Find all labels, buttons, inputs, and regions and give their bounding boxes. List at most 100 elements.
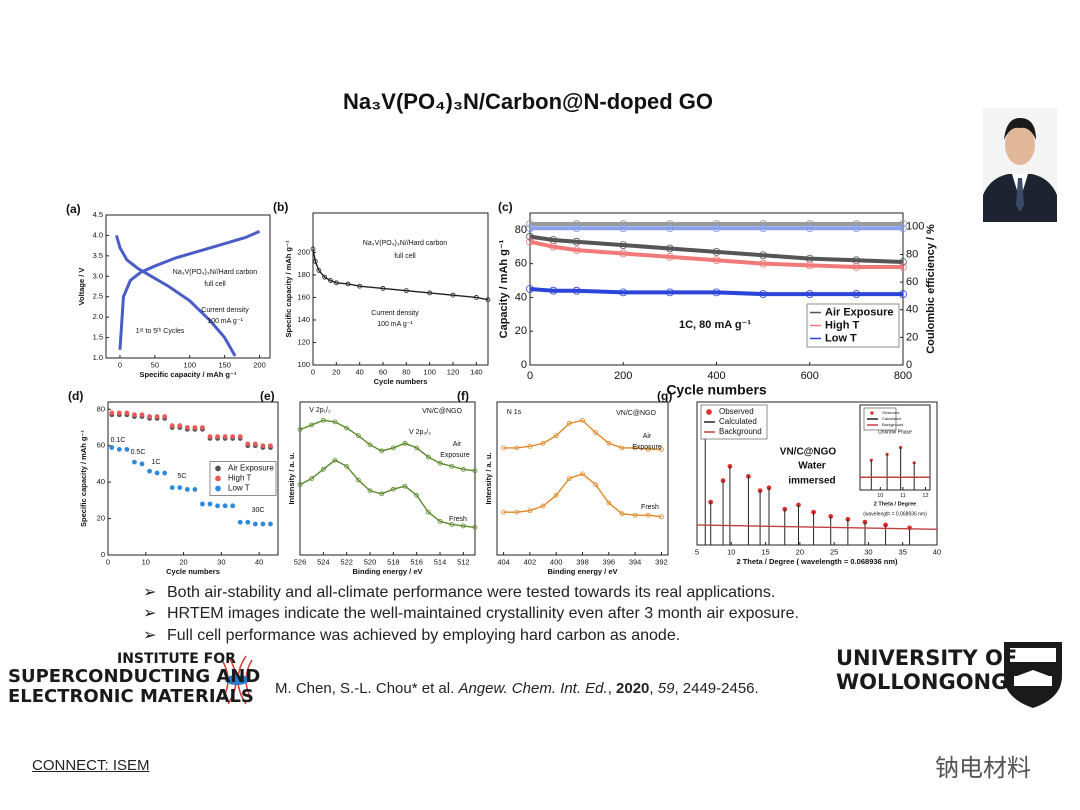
legend-swatch [215,465,221,472]
data-point [297,427,303,432]
data-point [593,430,599,436]
data-point [460,523,466,529]
data-point [526,285,534,293]
data-point [322,274,328,280]
data-point [540,503,546,509]
annotation: Exposure [440,452,470,459]
series-line [529,234,904,264]
annotation: Current density [201,307,249,314]
legend-swatch [215,485,221,492]
data-point [162,470,168,476]
data-point [619,241,628,249]
data-point [147,468,152,474]
x-tick-label: 20 [332,367,340,376]
data-point [309,476,315,481]
legend-label: Background [719,427,762,436]
series-line [529,287,903,297]
y-tick-label: 60 [515,258,527,270]
x-tick-label: 10 [877,493,883,499]
watermark: 钠电材料 [935,754,1031,782]
legend-box [806,303,900,348]
data-point [333,280,339,286]
x-tick-label: 522 [340,557,353,566]
data-point [665,224,674,233]
annotation: 30C [252,507,265,514]
data-point [116,410,122,416]
data-point [619,249,628,258]
annotation: Water [798,461,826,472]
uow-logo-line: UNIVERSITY OF [836,646,1018,670]
y2-tick-label: 20 [906,331,918,343]
data-point [473,295,479,300]
panel-label: (f) [457,389,469,403]
data-point [526,224,534,233]
annotation: Na₃V(PO₄)₃N//Hard carbon [173,269,258,276]
data-point [192,487,198,492]
data-point [310,246,316,252]
x-axis-label: Binding energy / eV [352,567,422,576]
data-point [309,422,315,428]
data-point [207,434,213,440]
bullet: Full cell performance was achieved by em… [143,625,680,645]
data-point [527,443,533,449]
plot-frame [299,401,476,556]
series-line [115,235,237,357]
legend-label: High T [825,319,859,331]
footer-link[interactable]: CONNECT: ISEM [32,757,150,774]
data-point [665,253,674,261]
data-point [402,440,408,446]
y-tick-label: 20 [97,514,105,523]
annotation: VN/C@NGO [616,410,656,417]
x-tick-label: 35 [899,547,907,556]
data-point [425,509,431,515]
data-point [230,503,236,509]
data-point [312,259,318,264]
isem-logo-line: INSTITUTE FOR [117,651,236,667]
data-point [357,283,363,289]
data-point [527,508,533,514]
annotation: Current density [371,310,419,317]
series-line [299,419,476,472]
data-point [245,519,251,525]
data-point [526,237,534,246]
citation: M. Chen, S.-L. Chou* et al. Angew. Chem.… [275,680,759,697]
data-point [472,468,478,474]
legend-box [209,461,277,496]
data-point [132,412,137,418]
y-tick-label: 60 [97,441,105,450]
data-point [414,492,420,498]
data-point [177,423,183,429]
data-point [449,463,455,469]
data-point [200,425,205,430]
x-tick-label: 398 [576,557,589,566]
data-point [367,488,373,494]
portrait [983,108,1057,222]
citation-year: 2020 [616,680,650,697]
legend-label: Calculated [882,416,901,421]
x-tick-label: 200 [614,370,632,382]
x-tick-label: 600 [801,370,819,382]
data-point [379,448,385,454]
annotation: Fresh [641,504,659,511]
x-axis-label: 2 Theta / Degree [874,501,917,507]
data-point [572,224,581,233]
chart-panel: (b) 0 20 40 60 80 100 120 140 100 120 140 160 180 200 C… [273,200,491,386]
series-line [696,524,938,530]
legend-swatch [215,475,221,482]
data-point [899,224,907,233]
annotation: N 1s [507,409,522,416]
uow-crest [1004,642,1062,708]
x-tick-label: 526 [294,557,307,566]
data-point [665,288,674,297]
x-axis-label: Cycle numbers [374,377,428,386]
annotation: 1C, 80 mA g⁻¹ [679,319,751,331]
y-tick-label: 0 [101,550,105,559]
data-point [712,288,721,297]
annotation: 0.1C [111,437,126,444]
data-point [619,445,625,451]
annotation: 100 mA g⁻¹ [377,321,413,328]
y-axis-label: Specific capacity / mAh g⁻¹ [79,430,88,527]
data-point [169,485,175,491]
bullet: Both air-stability and all-climate perfo… [143,582,775,602]
